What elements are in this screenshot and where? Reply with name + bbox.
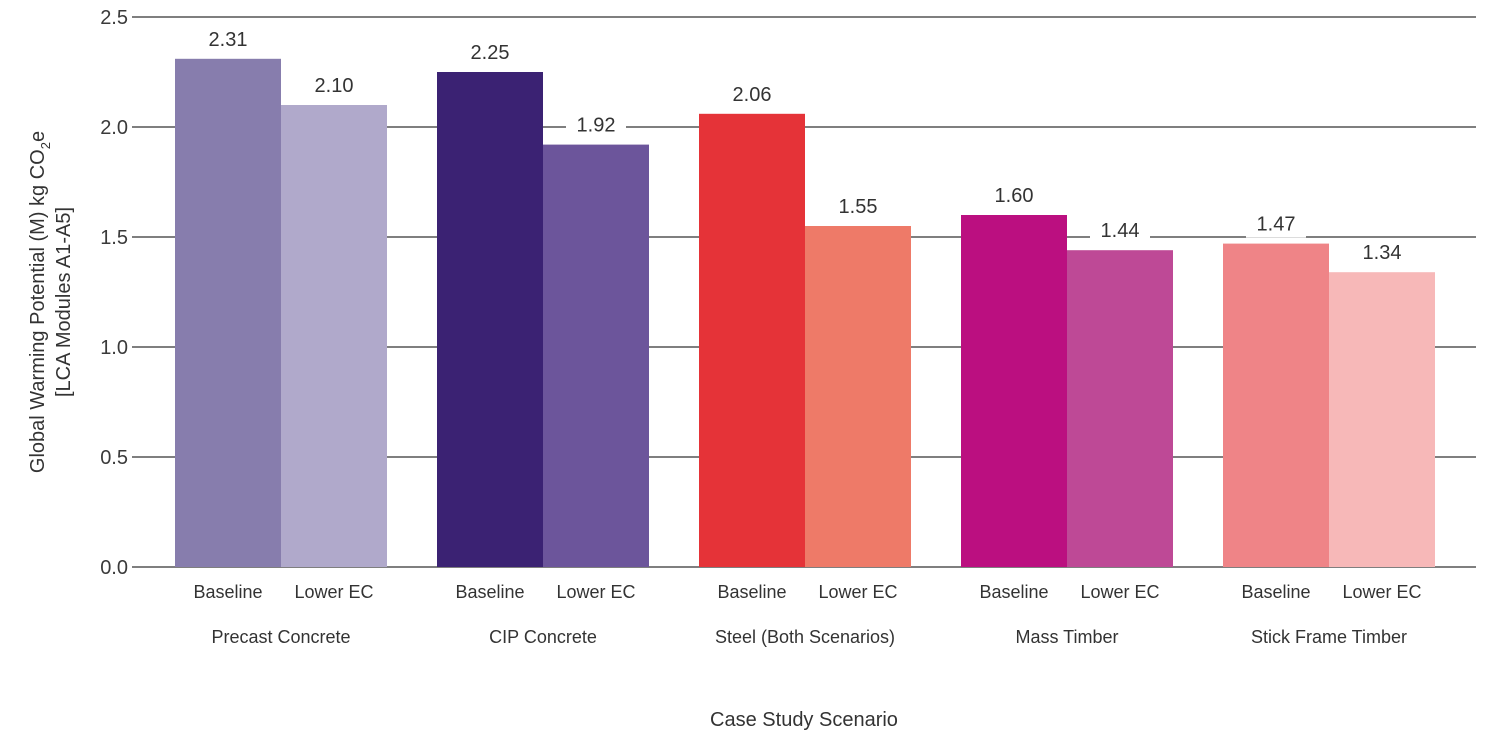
bar-value-label-background [198, 26, 258, 53]
y-tick-label: 0.0 [100, 557, 128, 579]
y-tick-label: 1.5 [100, 227, 128, 249]
bar-category-label: Lower EC [556, 582, 635, 602]
bar-value-label-background [1246, 211, 1306, 238]
bar [805, 226, 911, 567]
bar [961, 215, 1067, 567]
bar-value-label: 2.31 [209, 29, 248, 51]
bar-value-label: 1.92 [577, 115, 616, 137]
bar-category-label: Baseline [193, 582, 262, 602]
x-category-labels: Baseline Lower EC Precast Concrete Baseline… [193, 582, 1421, 647]
y-axis-title-line2: [LCA Modules A1-A5] [53, 207, 75, 397]
y-axis-title: Global Warming Potential (M) kg CO2e [LC… [27, 131, 75, 473]
group-category-label: CIP Concrete [489, 627, 597, 647]
bar-category-label: Baseline [717, 582, 786, 602]
bar [1067, 250, 1173, 567]
bar-value-label-background [984, 183, 1044, 209]
bar-value-label-background [566, 112, 626, 139]
group-category-label: Stick Frame Timber [1251, 627, 1407, 647]
bar-value-label: 1.47 [1257, 214, 1296, 236]
group-category-label: Steel (Both Scenarios) [715, 627, 895, 647]
group-category-label: Precast Concrete [211, 627, 350, 647]
x-axis-title: Case Study Scenario [710, 709, 898, 731]
bar-value-label: 1.55 [839, 196, 878, 218]
bar-value-label-background [460, 40, 520, 66]
bar [1223, 243, 1329, 567]
bar-category-label: Lower EC [1080, 582, 1159, 602]
y-tick-label: 2.0 [100, 117, 128, 139]
bar-value-label-background [1090, 218, 1150, 245]
bars [175, 58, 1435, 568]
y-tick-label: 1.0 [100, 337, 128, 359]
y-tick-label: 2.5 [100, 7, 128, 29]
bar-category-label: Baseline [979, 582, 1048, 602]
bar-value-label: 1.60 [995, 185, 1034, 207]
bar-category-label: Lower EC [818, 582, 897, 602]
bar-category-label: Baseline [455, 582, 524, 602]
y-tick-label: 0.5 [100, 447, 128, 469]
bar-value-label: 1.44 [1101, 220, 1140, 242]
bar-value-label: 2.10 [315, 75, 354, 97]
bar [175, 58, 281, 568]
bar-value-label-background [1352, 240, 1412, 267]
bar [543, 144, 649, 567]
bar [437, 72, 543, 567]
bar [281, 105, 387, 567]
bar-value-label: 2.06 [733, 84, 772, 106]
bar-value-label-background [828, 194, 888, 220]
bar-value-label: 1.34 [1363, 242, 1402, 264]
y-axis-title-line1: Global Warming Potential (M) kg CO2e [27, 131, 53, 473]
bar [699, 113, 805, 568]
bar-value-labels: 2.31 2.10 2.25 1.92 2.06 1.55 1.60 1.44 1.47 1.34 [198, 26, 1412, 267]
bar-category-label: Lower EC [294, 582, 373, 602]
bar [1329, 272, 1435, 567]
bar-category-label: Lower EC [1342, 582, 1421, 602]
bar-category-label: Baseline [1241, 582, 1310, 602]
y-tick-labels: 0.0 0.5 1.0 1.5 2.0 2.5 [100, 7, 128, 579]
bar-value-label-background [304, 73, 364, 99]
group-category-label: Mass Timber [1015, 627, 1118, 647]
bar-value-label-background [722, 81, 782, 108]
bar-value-label: 2.25 [471, 42, 510, 64]
